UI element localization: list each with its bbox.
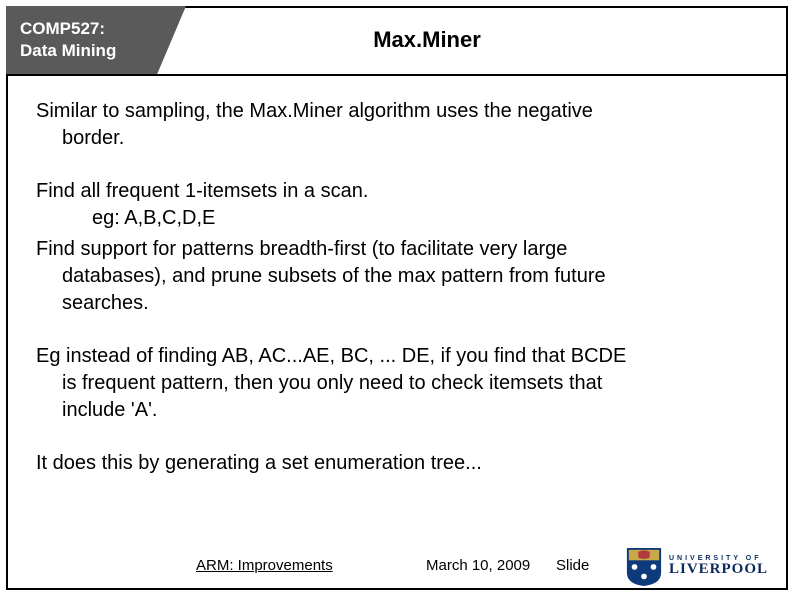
para-4-line-2: is frequent pattern, then you only need … [36,370,758,397]
university-text: UNIVERSITY OF LIVERPOOL [669,555,768,577]
para-5: It does this by generating a set enumera… [36,450,758,477]
para-3-line-2: databases), and prune subsets of the max… [36,263,758,290]
course-name: Data Mining [20,40,186,62]
para-3-line-3: searches. [36,290,758,317]
course-code: COMP527: [20,18,186,40]
para-2-eg: eg: A,B,C,D,E [36,205,758,232]
para-4-line-1: Eg instead of finding AB, AC...AE, BC, .… [36,343,758,370]
slide-title: Max.Miner [186,6,788,74]
slide: COMP527: Data Mining Max.Miner Similar t… [0,0,794,596]
university-name: LIVERPOOL [669,562,768,577]
para-2: Find all frequent 1-itemsets in a scan. [36,178,758,205]
header-bar: COMP527: Data Mining Max.Miner [6,6,788,76]
para-4-line-3: include 'A'. [36,397,758,424]
footer-date: March 10, 2009 [426,557,530,574]
para-1-line-2: border. [36,125,758,152]
footer-section-title: ARM: Improvements [196,557,333,574]
course-box: COMP527: Data Mining [6,6,186,74]
body: Similar to sampling, the Max.Miner algor… [36,98,758,526]
para-1-line-1: Similar to sampling, the Max.Miner algor… [36,98,758,125]
footer: ARM: Improvements March 10, 2009 Slide U… [6,540,788,590]
shield-icon [625,546,663,586]
para-3-line-1: Find support for patterns breadth-first … [36,236,758,263]
footer-slide-label: Slide [556,557,589,574]
university-logo: UNIVERSITY OF LIVERPOOL [625,546,768,586]
